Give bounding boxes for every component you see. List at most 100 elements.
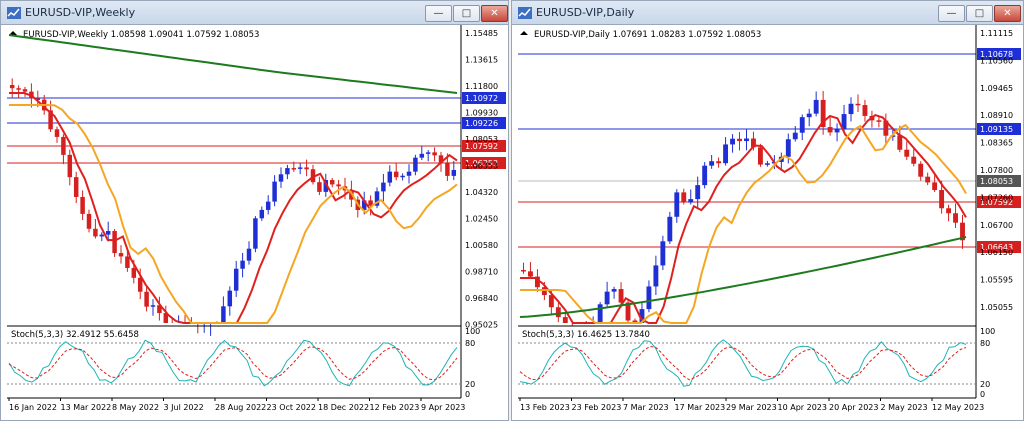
candle-body [646,286,652,310]
price-tag [462,92,506,104]
maximize-button[interactable]: □ [453,5,480,22]
stoch-tick-0: 0 [980,390,985,399]
candle-body [932,182,938,191]
candle-body [806,113,812,118]
candle-body [48,110,53,130]
candle-body [406,171,412,176]
candle-body [730,138,735,145]
time-tick: 3 Jul 2022 [164,403,204,412]
window-title: EURUSD-VIP,Weekly [25,6,136,19]
close-button[interactable]: ✕ [481,5,508,22]
candle-body [785,139,791,157]
price-tick: 1.11115 [980,29,1013,38]
candle-body [297,167,303,169]
candle-body [22,89,28,92]
time-tick: 29 Mar 2023 [726,403,777,412]
window-titlebar[interactable]: EURUSD-VIP,Daily — □ ✕ [512,1,1023,25]
time-tick: 12 Feb 2023 [370,403,420,412]
chart-window-weekly[interactable]: EURUSD-VIP,Weekly — □ ✕ EURUSD-VIP,Weekl… [0,0,509,421]
time-tick: 28 Aug 2022 [215,403,266,412]
price-tag [462,140,506,152]
candle-body [150,305,156,307]
price-tick: 1.06353 [465,162,498,171]
chart-canvas[interactable]: EURUSD-VIP,Daily 1.07691 1.08283 1.07592… [512,25,1023,420]
candle-body [285,168,290,175]
price-tick: 1.07260 [980,193,1013,202]
price-tag [977,123,1021,135]
candle-body [723,144,729,164]
close-button[interactable]: ✕ [994,5,1021,22]
chart-app-icon [7,7,21,19]
candle-body [528,271,533,277]
candle-body [112,231,117,254]
candle-body [291,168,297,170]
stoch-label: Stoch(5,3,3) 16.4625 13.7840 [522,330,650,340]
stochastic-panel[interactable]: Stoch(5,3,3) 16.4625 13.7840 100 80 20 0 [518,327,995,399]
stoch-tick-20: 20 [465,380,475,389]
candle-body [716,161,722,164]
candle-body [813,99,819,114]
candle-body [374,191,380,206]
candle-body [336,184,341,187]
price-tag [462,157,506,169]
close-icon: ✕ [1003,8,1012,19]
candle-body [953,213,958,223]
stoch-tick-100: 100 [465,327,480,336]
candle-body [897,135,903,150]
time-tick: 10 Apr 2023 [778,403,827,412]
candle-body [611,289,617,292]
ma-mid-line [9,104,458,324]
price-tick: 0.96840 [465,294,498,303]
symbol-info: EURUSD-VIP,Daily 1.07691 1.08283 1.07592… [534,30,761,40]
price-tag-label: 1.06353 [465,159,498,168]
window-titlebar[interactable]: EURUSD-VIP,Weekly — □ ✕ [1,1,508,25]
candle-body [227,290,233,307]
candle-body [639,309,645,323]
candle-body [667,216,673,242]
candle-body [125,256,130,268]
candle-body [445,162,450,176]
candle-body [419,153,425,158]
stoch-tick-20: 20 [980,380,990,389]
candle-body [387,171,393,183]
price-tick: 1.02450 [465,215,498,224]
chart-canvas[interactable]: EURUSD-VIP,Weekly 1.08598 1.09041 1.0759… [1,25,508,420]
candle-body [855,103,861,106]
price-tick: 1.06150 [980,248,1013,257]
candle-body [246,248,252,261]
close-icon: ✕ [490,8,499,19]
candle-body [904,149,910,157]
candle-body [73,177,79,197]
main-plot-area[interactable]: EURUSD-VIP,Daily 1.07691 1.08283 1.07592… [518,30,1021,326]
candle-body [960,222,965,241]
time-tick: 2 May 2023 [881,403,928,412]
candle-body [597,304,603,323]
time-tick: 13 Mar 2022 [61,403,112,412]
price-tag-label: 1.07592 [980,198,1013,207]
candle-body [105,231,111,235]
stoch-tick-80: 80 [465,339,475,348]
candle-body [329,180,335,185]
chart-window-daily[interactable]: EURUSD-VIP,Daily — □ ✕ EURUSD-VIP,Daily … [511,0,1024,421]
main-plot-area[interactable]: EURUSD-VIP,Weekly 1.08598 1.09041 1.0759… [7,30,506,336]
candle-body [278,174,284,182]
candle-body [118,253,124,257]
candle-body [240,260,245,269]
candle-body [272,181,277,202]
minimize-button[interactable]: — [938,5,965,22]
time-tick: 13 Feb 2023 [520,403,570,412]
price-tick: 1.04320 [465,188,498,197]
price-tag [977,241,1021,253]
ma-slow-line [519,236,967,318]
maximize-button[interactable]: □ [966,5,993,22]
minimize-button[interactable]: — [425,5,452,22]
time-tick: 9 Apr 2023 [421,403,465,412]
candle-body [413,157,418,172]
candle-body [534,276,540,288]
chart-app-icon [518,7,532,19]
time-tick: 7 Mar 2023 [623,403,669,412]
stochastic-panel[interactable]: Stoch(5,3,3) 32.4912 55.6458 100 80 20 0 [7,327,480,399]
price-tag-label: 1.08053 [980,177,1013,186]
price-axis: 1.15485 1.13615 1.11800 1.09930 1.08053 1.063… [465,29,498,330]
price-tick: 1.15485 [465,29,498,38]
